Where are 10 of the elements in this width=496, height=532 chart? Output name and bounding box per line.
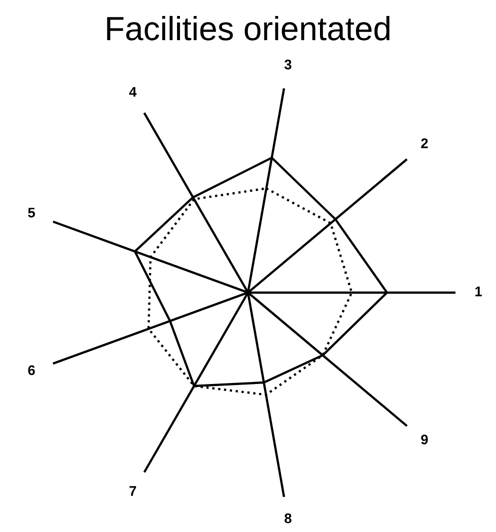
- spoke-label: 7: [130, 486, 136, 496]
- chart-title: Facilities orientated: [107, 16, 390, 40]
- spoke-label: 3: [284, 60, 292, 70]
- spoke-label: 2: [421, 138, 428, 148]
- spoke-label: 4: [129, 87, 137, 97]
- spoke-label: 6: [28, 365, 35, 376]
- spoke-label: 5: [28, 208, 35, 218]
- spoke-label: 1: [475, 286, 482, 296]
- spoke-label: 8: [284, 513, 292, 524]
- spoke-label: 9: [421, 434, 428, 444]
